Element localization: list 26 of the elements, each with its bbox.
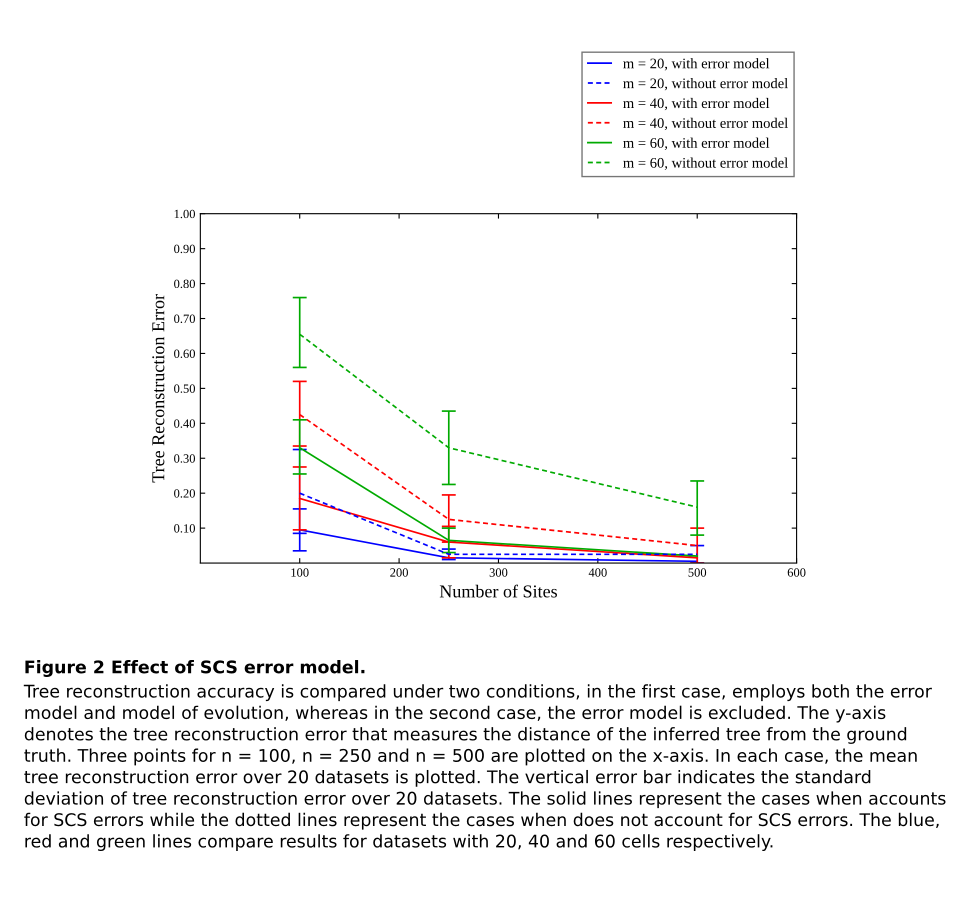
legend-label: m = 60, with error model <box>623 138 770 150</box>
x-tick-label: 600 <box>788 568 806 577</box>
y-tick-label: 0.60 <box>174 349 195 358</box>
y-tick-label: 0.10 <box>174 524 195 533</box>
y-tick-label: 1.00 <box>174 210 195 218</box>
y-tick-label: 0.40 <box>174 419 195 428</box>
x-tick-label: 300 <box>490 568 508 577</box>
x-axis-title: Number of Sites <box>440 584 557 598</box>
y-tick-label: 0.20 <box>174 489 195 498</box>
legend-label: m = 40, with error model <box>623 98 770 110</box>
legend-label: m = 20, without error model <box>623 78 788 90</box>
y-tick-label: 0.30 <box>174 454 195 463</box>
text: Figure 2 Effect of SCS error model. <box>25 660 364 677</box>
y-axis-title: Tree Reconstruction Error <box>152 294 164 482</box>
y-tick-label: 0.70 <box>174 314 195 324</box>
legend-label: m = 20, with error model <box>623 58 770 70</box>
x-tick-label: 100 <box>291 568 309 577</box>
x-tick-label: 400 <box>588 568 607 577</box>
text: Tree reconstruction accuracy is compared under two conditions, in the first case, employs both the error model and model of evolution, whereas in the second case, the error model is excluded. The y-axis denotes the tree reconstruction error that measures the distance of the inferred tree from the ground truth. Three points for n = 100, n = 250 and n = 500 are plotted on the x-axis. In each case, the mean tree reconstruction error over 20 datasets is plotted. The vertical error bar indicates the standard deviation of tree reconstruction error over 20 datasets. The solid lines represent the cases when accounts for SCS errors while the dotted lines represent the cases when does not account for SCS errors. The blue, red and green lines compare results for datasets with 20, 40 and 60 cells respectively. <box>24 684 946 852</box>
x-tick-label: 500 <box>688 568 706 577</box>
y-tick-label: 0.80 <box>174 280 195 288</box>
legend-label: m = 40, without error model <box>623 118 788 130</box>
legend-label: m = 60, without error model <box>623 157 788 170</box>
y-tick-label: 0.90 <box>174 244 195 254</box>
y-tick-label: 0.50 <box>174 384 195 393</box>
x-tick-label: 200 <box>390 568 408 577</box>
